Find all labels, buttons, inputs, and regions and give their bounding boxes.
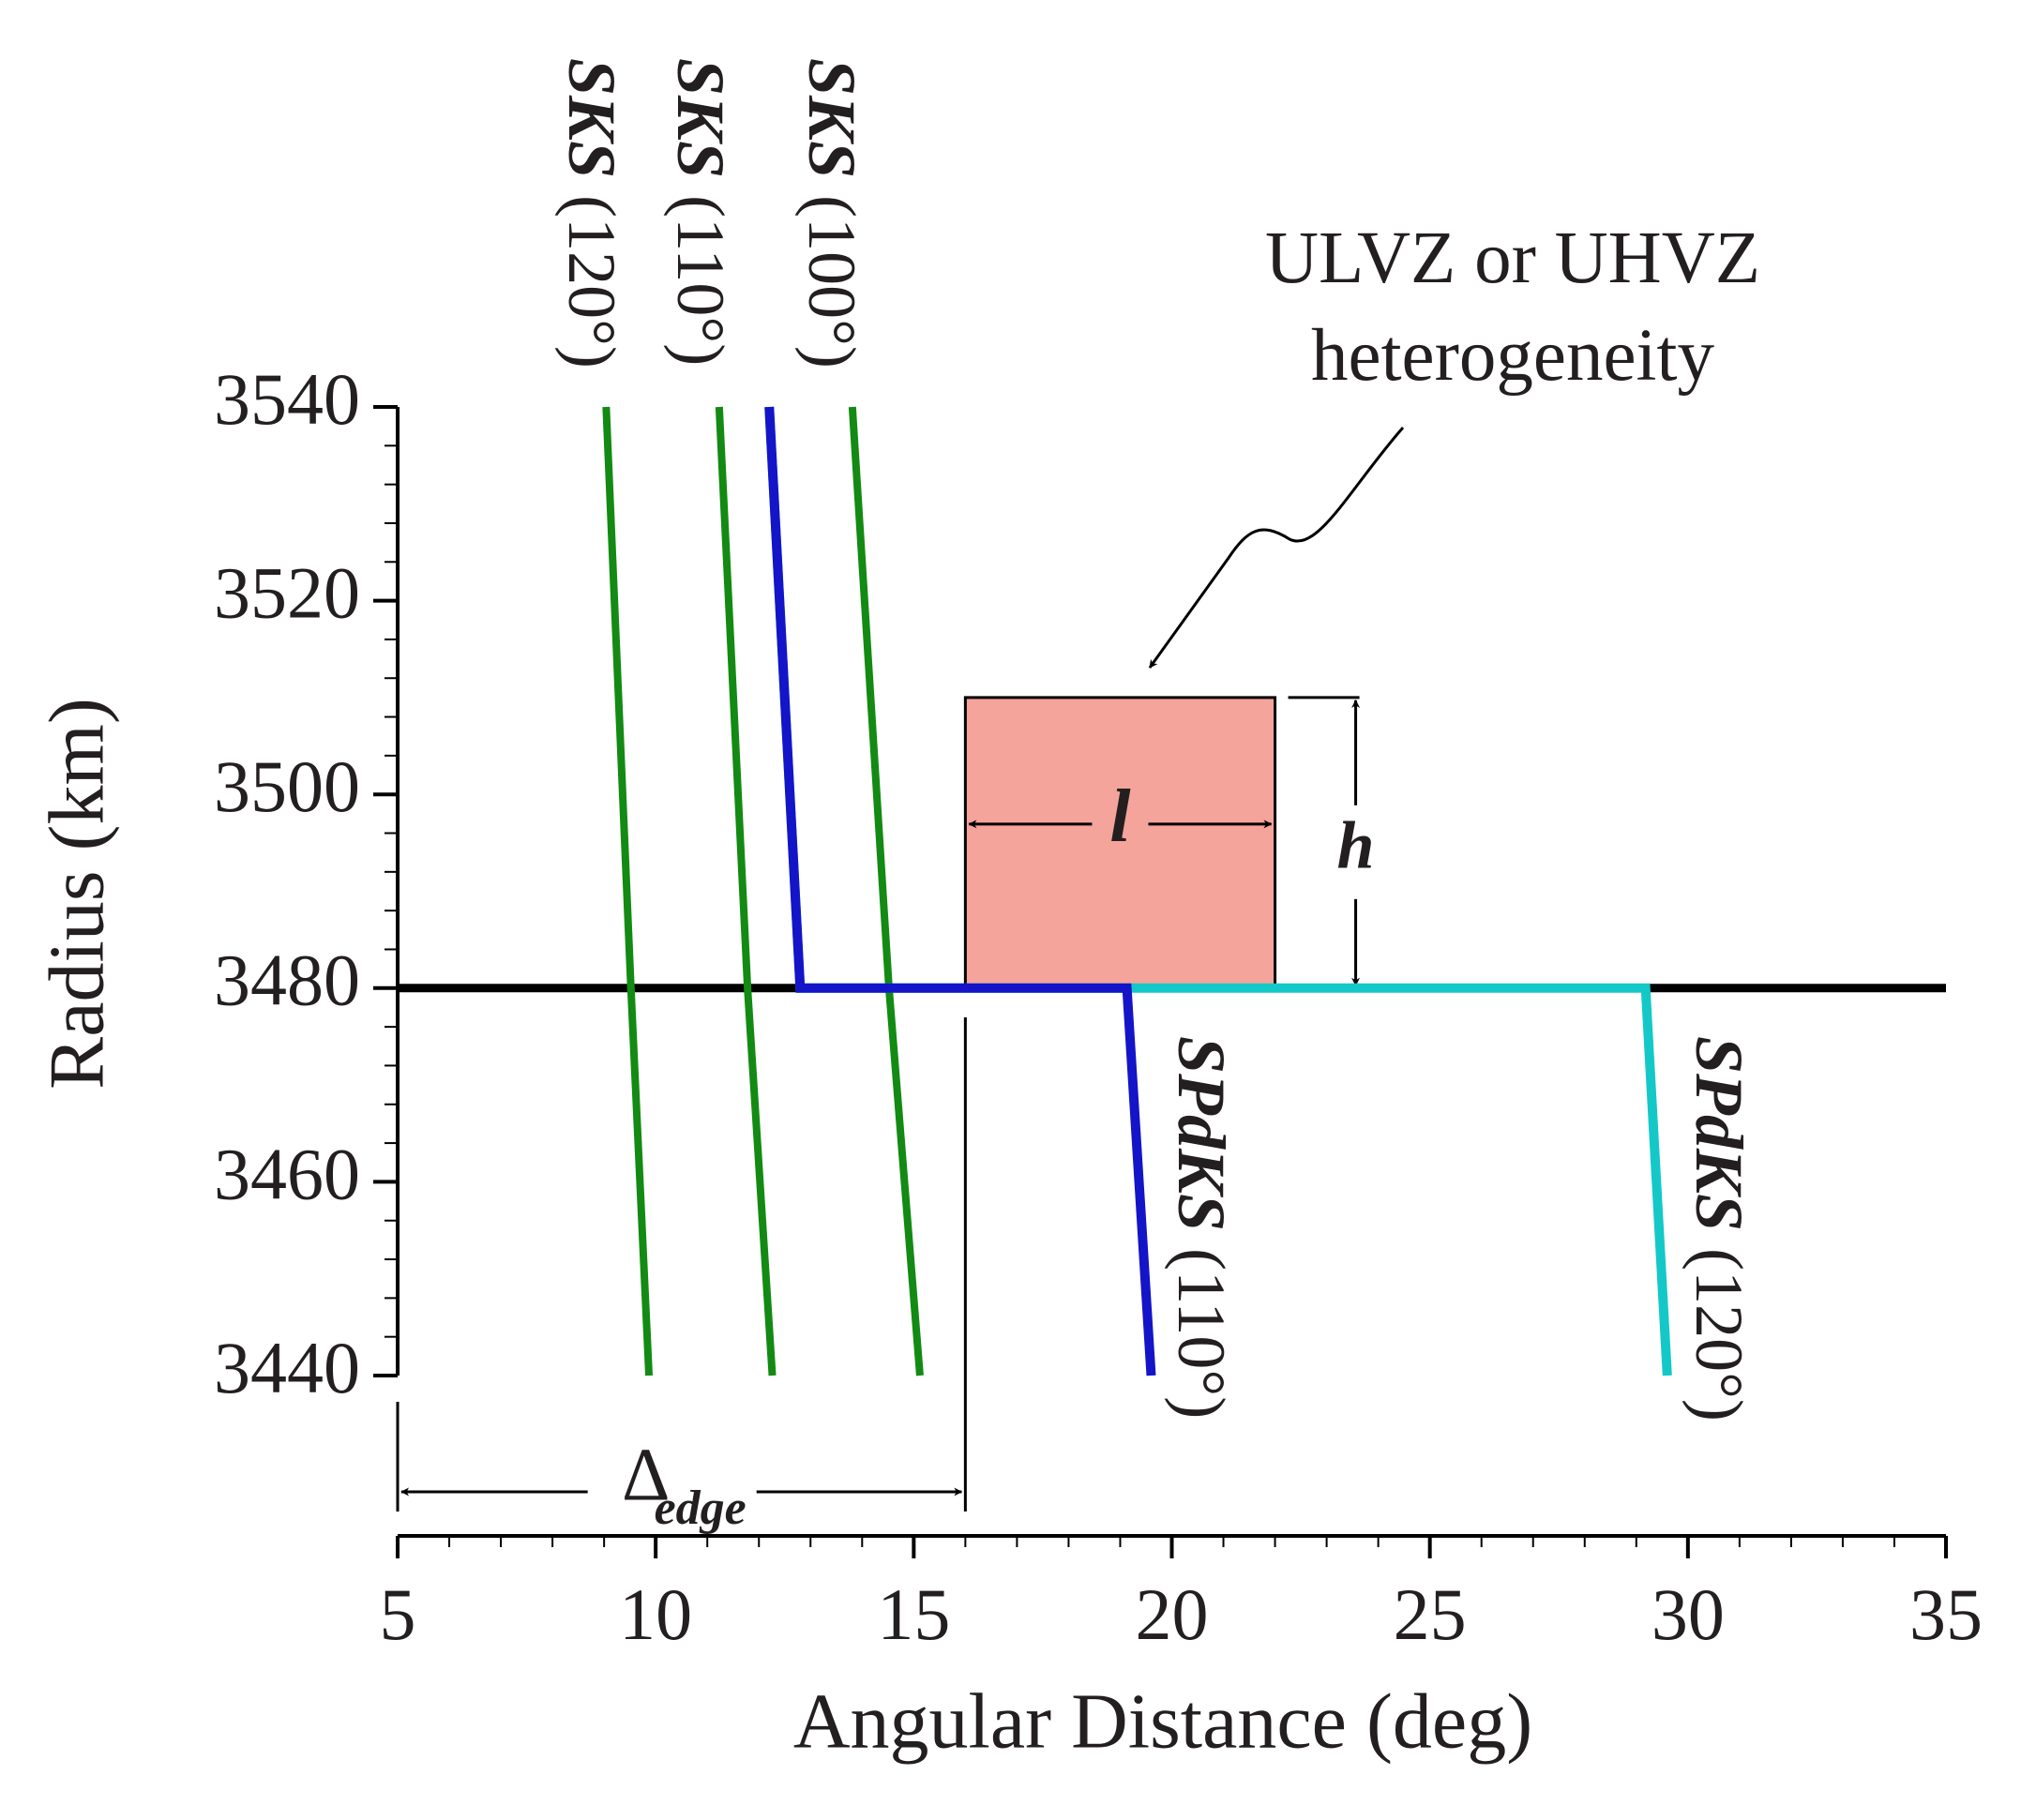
series-line — [602, 406, 654, 1376]
x-tick-label: 15 — [877, 1573, 950, 1655]
series-label-distance: (120°) — [1682, 1231, 1757, 1421]
x-tick-label: 25 — [1394, 1573, 1467, 1655]
series-line — [848, 406, 924, 1376]
x-tick-label: 30 — [1651, 1573, 1725, 1655]
series-label-phase: SPdKS — [1164, 1036, 1239, 1231]
series-label: SKS (100°) — [794, 58, 869, 369]
series-label-distance: (110°) — [1164, 1231, 1239, 1419]
x-axis-title: Angular Distance (deg) — [793, 1677, 1532, 1765]
heterogeneity-box — [963, 696, 1277, 990]
series-line — [715, 406, 777, 1376]
series-label: SPdKS (120°) — [1682, 1036, 1757, 1421]
x-tick-label: 35 — [1909, 1573, 1983, 1655]
x-tick-label: 20 — [1136, 1573, 1209, 1655]
y-tick-label: 3540 — [214, 358, 360, 440]
series-label-distance: (110°) — [663, 178, 738, 366]
h-label: h — [1337, 807, 1375, 882]
delta-subscript: edge — [655, 1482, 747, 1535]
y-tick-label: 3480 — [214, 940, 360, 1021]
series-label-distance: (120°) — [554, 178, 629, 369]
series-label: SKS (110°) — [663, 58, 738, 366]
y-tick-label: 3500 — [214, 745, 360, 827]
series-label-phase: SKS — [663, 58, 738, 178]
annotation: heterogeneity — [1311, 315, 1714, 397]
delta-label: Δ — [622, 1434, 670, 1516]
series-line — [764, 406, 1156, 1376]
x-tick-label: 5 — [380, 1573, 416, 1655]
y-axis-title: Radius (km) — [33, 698, 120, 1090]
series-label-phase: SKS — [554, 58, 629, 178]
annotation-arrow — [1148, 427, 1405, 669]
series-label-distance: (100°) — [794, 178, 869, 369]
l-label: l — [1109, 775, 1131, 858]
y-tick-label: 3440 — [214, 1327, 360, 1408]
y-tick-label: 3460 — [214, 1133, 360, 1214]
series-label-phase: SPdKS — [1682, 1036, 1757, 1231]
series-label: SPdKS (110°) — [1164, 1036, 1239, 1419]
annotation: ULVZ or UHVZ — [1265, 218, 1760, 299]
x-tick-label: 10 — [619, 1573, 692, 1655]
series-label: SKS (120°) — [554, 58, 629, 369]
y-tick-label: 3520 — [214, 552, 360, 634]
series-label-phase: SKS — [794, 58, 869, 178]
